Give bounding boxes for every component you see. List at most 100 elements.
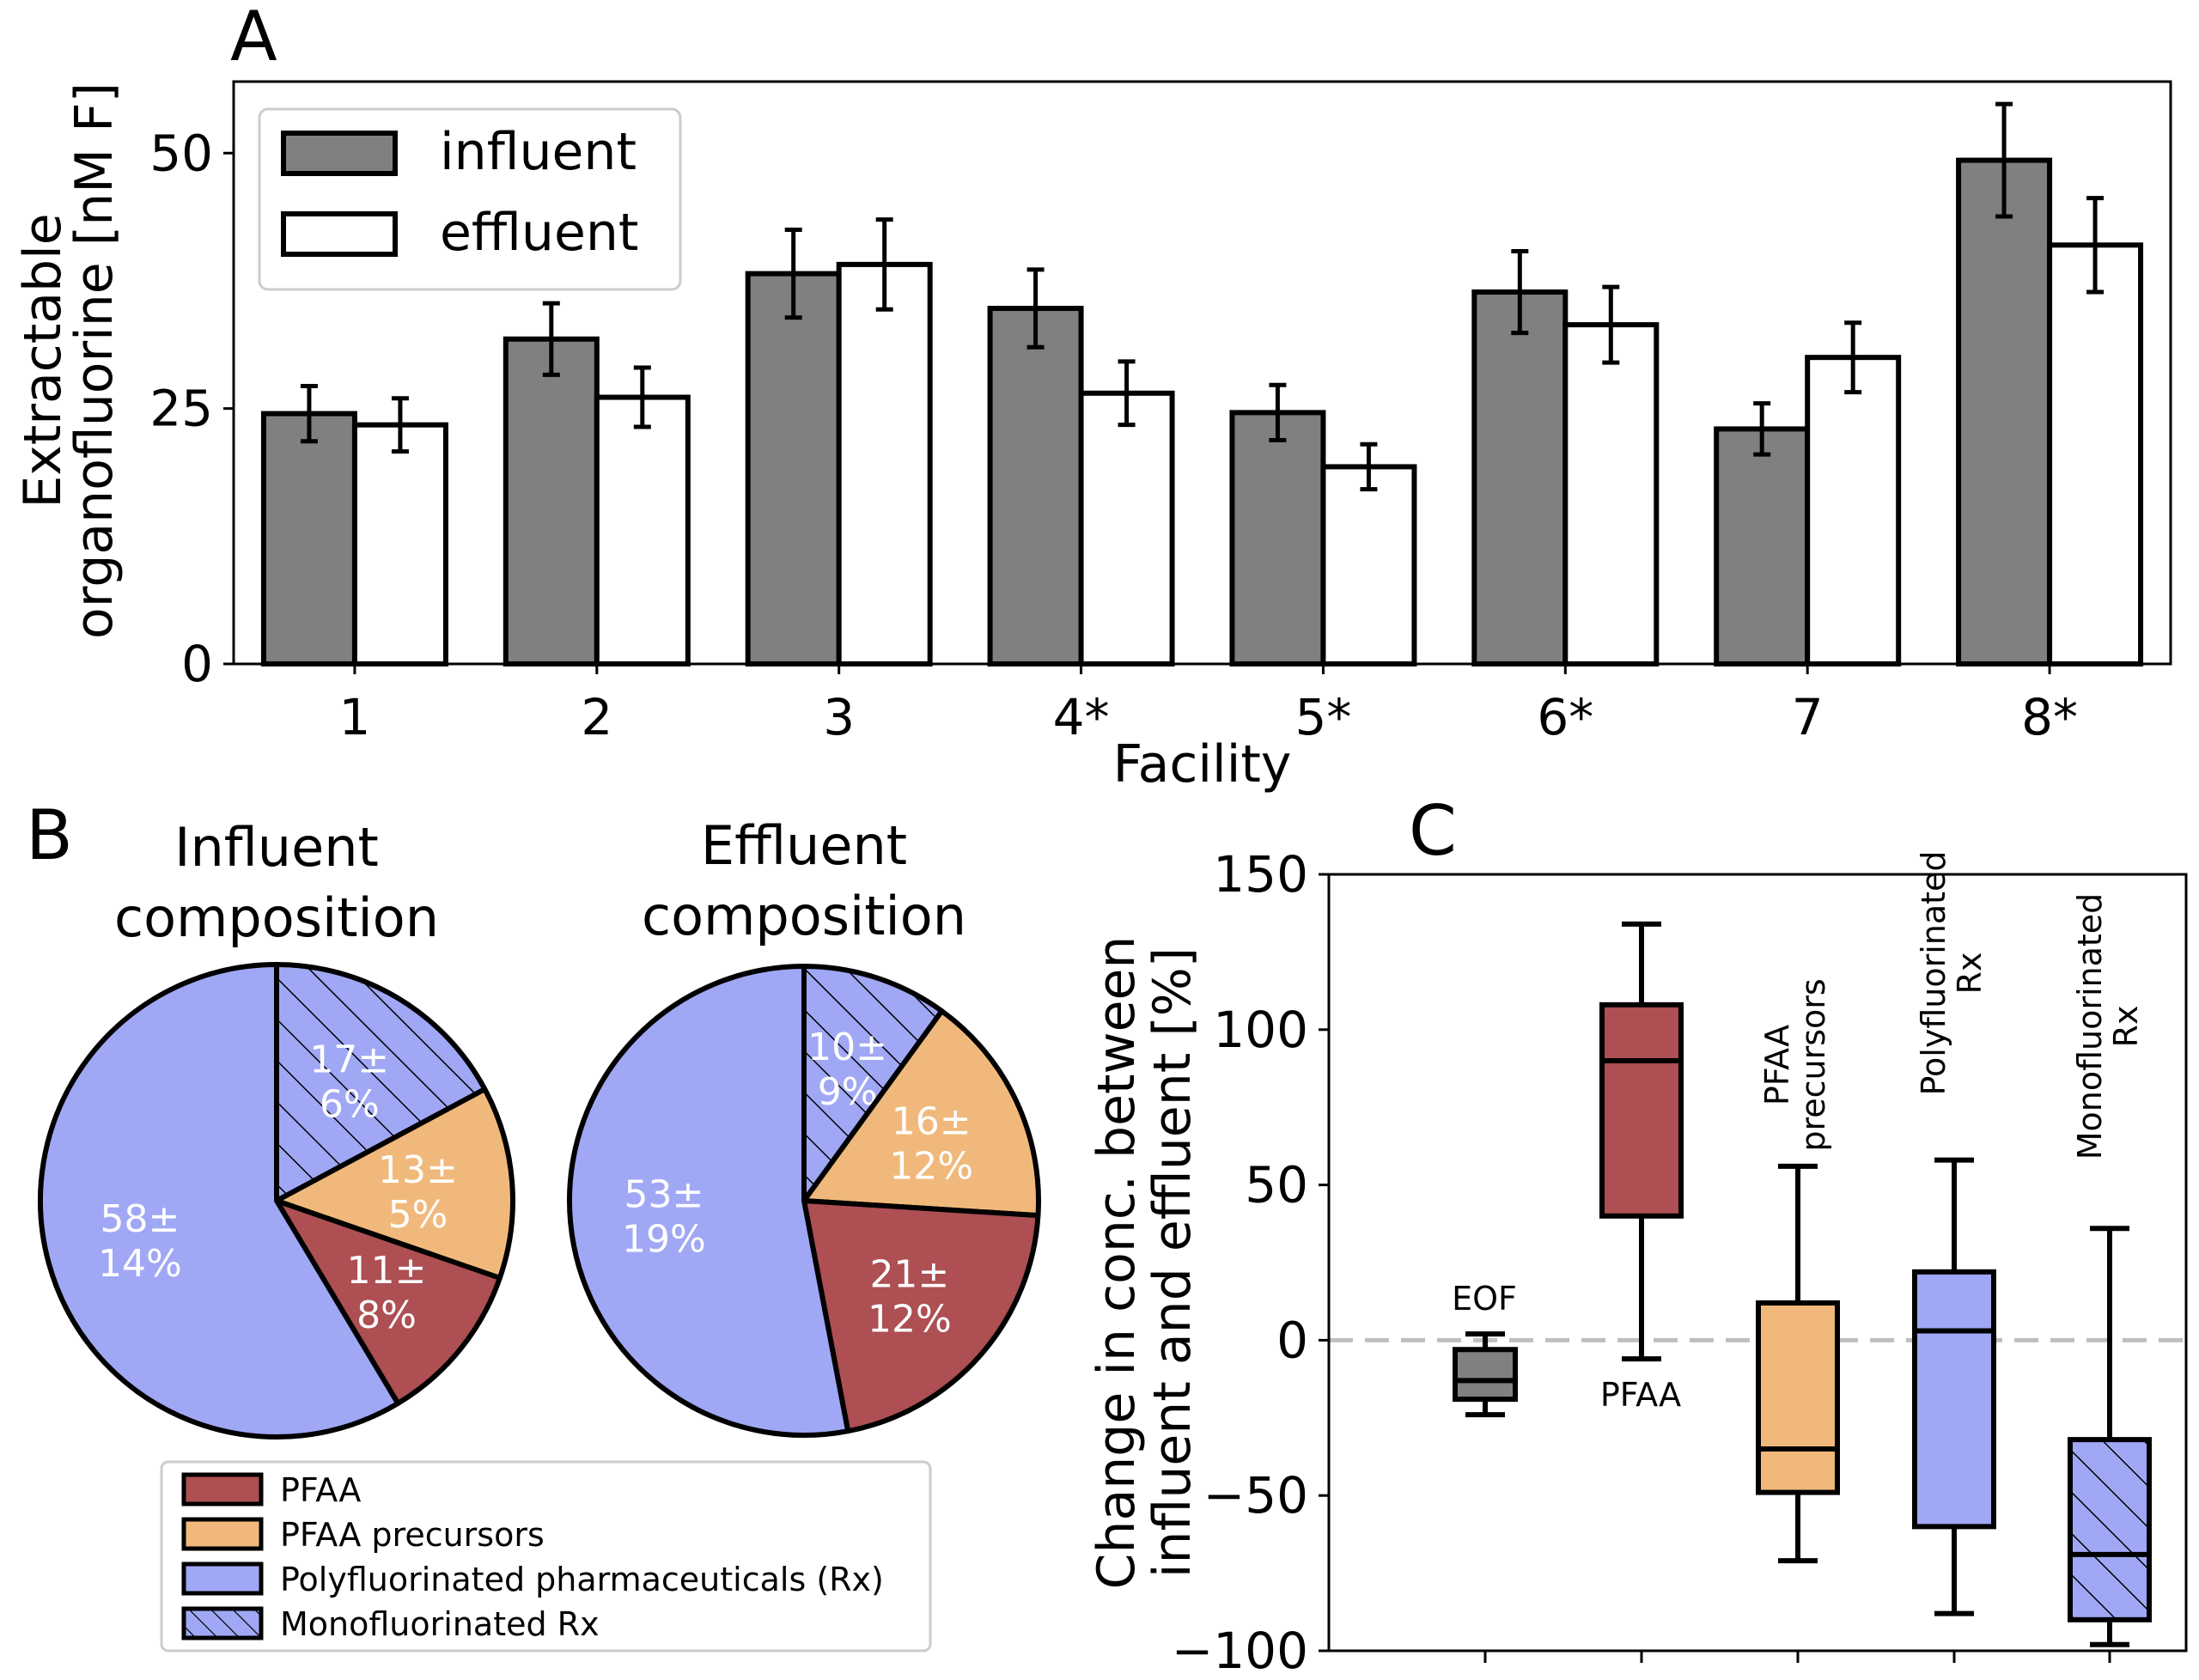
box-label: EOF xyxy=(1452,1280,1517,1318)
y-tick-label: −100 xyxy=(1172,1622,1308,1680)
panel-letter-c: C xyxy=(1409,791,1457,871)
pie-title: composition xyxy=(114,886,439,949)
effluent-bar xyxy=(1320,464,1417,667)
plot-frame xyxy=(232,80,2172,666)
rx-slice xyxy=(38,962,401,1440)
y-axis-label: organofluorine [nM F] xyxy=(64,82,125,639)
y-axis-label: influent and effluent [%] xyxy=(1142,947,1203,1578)
effluent-bar xyxy=(1562,322,1660,667)
legend-label-mono: Monofluorinated Rx xyxy=(280,1605,600,1643)
slice-label: 6% xyxy=(320,1082,380,1126)
panel-letter-b: B xyxy=(26,795,73,875)
eof-box xyxy=(1453,1347,1518,1403)
influent-bar xyxy=(260,411,357,667)
slice-label: 16± xyxy=(892,1099,972,1143)
slice-label: 10± xyxy=(807,1026,887,1069)
precursors-box xyxy=(1756,1300,1840,1495)
effluent-bar xyxy=(1078,390,1175,667)
slice-label: 12% xyxy=(889,1144,973,1188)
mono-box xyxy=(2068,1437,2152,1622)
effluent-bar xyxy=(2047,242,2144,667)
slice-label: 58± xyxy=(101,1197,180,1241)
y-tick-label: 50 xyxy=(1245,1156,1308,1214)
box-label: PFAA xyxy=(1600,1376,1681,1414)
pie-title: composition xyxy=(642,885,966,947)
legend: influent effluent xyxy=(258,107,682,291)
slice-label: 53± xyxy=(624,1172,704,1216)
rx-slice xyxy=(567,964,851,1438)
effluent-bar xyxy=(594,394,691,667)
x-tick-label: 4* xyxy=(1053,688,1110,746)
influent-bar xyxy=(503,336,600,667)
axes: 0 25 50 1 2 3 4* 5* 6* 7 8* Facility Extractableorga… xyxy=(13,80,2172,794)
bar-group xyxy=(260,101,2144,667)
y-tick-label: 0 xyxy=(1276,1311,1308,1369)
y-axis-label: Change in conc. between xyxy=(1087,936,1147,1590)
composition-legend: PFAA PFAA precursors Polyfluorinated pharm… xyxy=(160,1460,932,1653)
slice-label: 11± xyxy=(347,1249,427,1293)
legend-swatch-influent xyxy=(281,131,398,176)
plot-frame xyxy=(1327,873,2188,1653)
slice-label: 13± xyxy=(378,1148,458,1192)
influent-bar xyxy=(1956,157,2053,667)
legend-swatch-pfaa xyxy=(181,1472,264,1507)
slice-label: 8% xyxy=(356,1293,417,1337)
legend-swatch-mono xyxy=(181,1606,264,1640)
y-tick-label: 0 xyxy=(181,635,213,693)
x-tick-label: 8* xyxy=(2021,688,2078,746)
pfaa-slice xyxy=(274,1198,503,1406)
influent-bar xyxy=(1714,426,1811,667)
x-tick-label: 5* xyxy=(1294,688,1351,746)
y-tick-label: 50 xyxy=(149,124,213,182)
x-tick-label: 3 xyxy=(823,688,855,746)
bar-chart-panel: 0 25 50 1 2 3 4* 5* 6* 7 8* Facility Extractableorga… xyxy=(13,80,2172,794)
legend-swatch-effluent xyxy=(281,211,398,257)
box-label: Polyfluorinated xyxy=(1915,850,1952,1095)
slice-label: 21± xyxy=(869,1252,949,1296)
legend-swatch-rx xyxy=(181,1561,264,1596)
influent-bar xyxy=(1471,289,1569,667)
slice-label: 19% xyxy=(622,1217,706,1261)
legend-label-pfaa: PFAA xyxy=(280,1471,361,1509)
legend-label-influent: influent xyxy=(440,122,637,182)
precursors-slice xyxy=(274,1087,515,1281)
slice-label: 12% xyxy=(868,1297,952,1341)
panel-letter-a: A xyxy=(230,0,277,76)
slice-label: 9% xyxy=(818,1070,878,1114)
legend-swatch-precursors xyxy=(181,1517,264,1551)
slice-label: 5% xyxy=(388,1193,448,1237)
legend-frame xyxy=(160,1460,932,1653)
pie-charts-panel: 17±6% 13±5% 11±8% 58±14% Influent composition… xyxy=(38,814,1041,1653)
influent-bar xyxy=(987,306,1084,667)
box-label: precursors xyxy=(1794,978,1832,1151)
mono-slice xyxy=(801,964,945,1203)
rx-box xyxy=(1912,1269,1996,1530)
pie-title: Influent xyxy=(174,816,379,879)
effluent-bar xyxy=(351,422,448,667)
x-axis-label: Facility xyxy=(1113,734,1292,794)
mono-slice xyxy=(274,962,488,1203)
influent-bar xyxy=(745,271,842,667)
box-label: Monofluorinated xyxy=(2071,893,2109,1160)
y-tick-label: 100 xyxy=(1213,1001,1308,1059)
x-tick-label: 1 xyxy=(338,688,370,746)
pfaa-slice xyxy=(801,1198,1041,1434)
y-tick-label: 25 xyxy=(149,380,213,438)
slice-label: 17± xyxy=(309,1038,389,1081)
x-tick-label: 7 xyxy=(1792,688,1824,746)
box-label: Rx xyxy=(2107,1006,2145,1048)
effluent-bar xyxy=(836,261,933,667)
effluent-pie: 10±9%16±12%21±12%53±19%Effluentcompositi… xyxy=(567,814,1041,1438)
legend-label-rx: Polyfluorinated pharmaceuticals (Rx) xyxy=(280,1561,884,1598)
pfaa-box xyxy=(1599,1001,1684,1219)
influent-bar xyxy=(1229,410,1326,667)
precursors-slice xyxy=(801,1008,1041,1219)
axes: 150 100 50 0 −50 −100 Change in conc. betweeni… xyxy=(1087,845,2188,1680)
y-tick-label: 150 xyxy=(1213,845,1308,904)
y-axis-label: Extractable xyxy=(13,213,73,508)
legend-label-effluent: effluent xyxy=(440,203,638,263)
slice-label: 14% xyxy=(98,1242,182,1286)
